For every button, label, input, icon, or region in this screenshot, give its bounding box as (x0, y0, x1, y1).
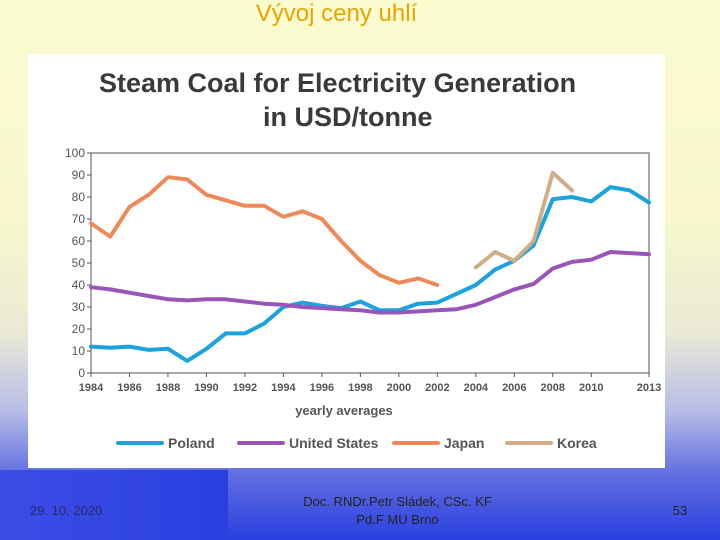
series-line-korea (473, 170, 574, 270)
x-tick-label: 1984 (79, 382, 104, 394)
x-axis-label: yearly averages (295, 403, 393, 418)
x-tick-label: 1994 (271, 382, 296, 394)
chart-panel: Steam Coal for Electricity Generation in… (28, 54, 665, 468)
series-line-united-states (89, 250, 651, 315)
x-tick-label: 1998 (348, 382, 372, 394)
chart-title-line1: Steam Coal for Electricity Generation (99, 68, 576, 98)
page-number: 53 (672, 503, 688, 518)
y-tick-label: 0 (78, 366, 85, 380)
y-tick-label: 80 (72, 190, 86, 204)
y-tick-label: 30 (72, 300, 86, 314)
footer-date: 29. 10. 2020 (30, 503, 103, 518)
x-tick-label: 1990 (194, 382, 218, 394)
series-lines (89, 170, 651, 363)
slide-title: Vývoj ceny uhlí (255, 0, 418, 27)
x-tick-label: 1986 (117, 382, 141, 394)
x-tick-label: 1992 (233, 382, 257, 394)
series-line-poland (89, 185, 651, 363)
x-tick-label: 2013 (637, 382, 661, 394)
legend: Poland United States Japan Korea (116, 435, 597, 451)
x-tick-label: 2000 (387, 382, 411, 394)
legend-label-japan: Japan (444, 435, 484, 451)
x-tick-label: 1988 (156, 382, 180, 394)
series-line-japan (89, 175, 440, 287)
footer-author-line2: Pd.F MU Brno (356, 512, 439, 527)
y-tick-label: 100 (65, 146, 85, 160)
x-tick-label: 1996 (310, 382, 334, 394)
axes: 0 10 20 30 40 50 60 70 80 90 100 1984 1986 1988 1990 19… (65, 146, 661, 394)
y-tick-label: 60 (72, 234, 86, 248)
x-tick-label: 2004 (464, 382, 489, 394)
x-tick-label: 2010 (579, 382, 603, 394)
footer-accent-bar (0, 470, 228, 540)
chart-title-line2: in USD/tonne (263, 102, 433, 132)
x-tick-label: 2006 (502, 382, 526, 394)
coal-price-chart: Steam Coal for Electricity Generation in… (65, 68, 661, 451)
y-tick-label: 90 (72, 168, 86, 182)
footer-author: Doc. RNDr.Petr Sládek, CSc. KF Pd.F MU B… (275, 493, 520, 529)
legend-label-poland: Poland (168, 435, 215, 451)
y-tick-label: 70 (72, 212, 86, 226)
y-tick-label: 10 (72, 344, 86, 358)
y-tick-label: 20 (72, 322, 86, 336)
y-tick-label: 40 (72, 278, 86, 292)
y-tick-label: 50 (72, 256, 86, 270)
x-tick-label: 2008 (541, 382, 565, 394)
footer-author-line1: Doc. RNDr.Petr Sládek, CSc. KF (303, 494, 492, 509)
legend-label-korea: Korea (557, 435, 597, 451)
x-tick-label: 2002 (425, 382, 449, 394)
legend-label-united-states: United States (289, 435, 379, 451)
